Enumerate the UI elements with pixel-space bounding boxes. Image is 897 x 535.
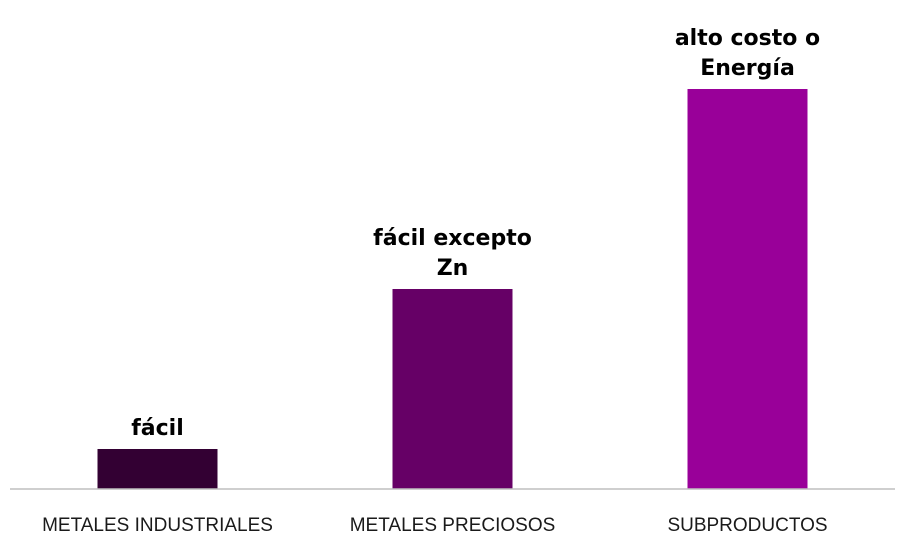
category-label-1: METALES INDUSTRIALES [42, 515, 273, 535]
data-label-2-line-1: fácil excepto [373, 226, 532, 251]
bars-group [97, 89, 808, 489]
bar-3 [687, 89, 808, 489]
data-labels-group: fácil fácil excepto Zn alto costo o Energía [131, 26, 820, 441]
category-labels-group: METALES INDUSTRIALES METALES PRECIOSOS SUB… [42, 515, 828, 535]
data-label-1-line-1: fácil [131, 416, 184, 441]
bar-2 [392, 289, 513, 489]
data-label-3-line-2: Energía [700, 56, 795, 81]
category-label-2: METALES PRECIOSOS [350, 515, 556, 535]
category-label-3: SUBPRODUCTOS [667, 515, 827, 535]
data-label-3-line-1: alto costo o [675, 26, 820, 51]
data-label-2-line-2: Zn [437, 256, 469, 281]
bar-1 [97, 449, 218, 489]
